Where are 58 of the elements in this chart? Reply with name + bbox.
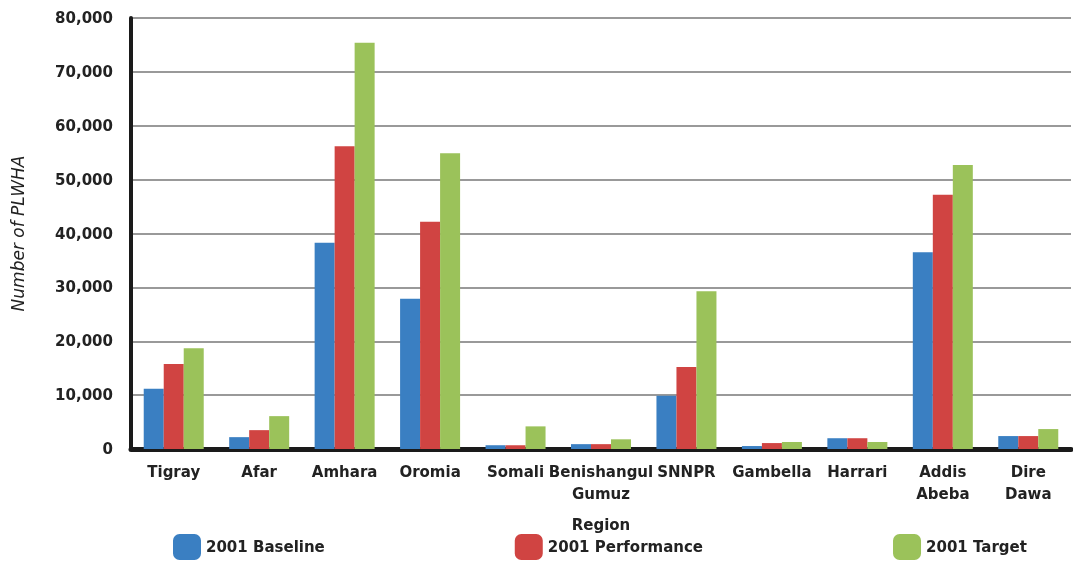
bar	[229, 437, 250, 449]
bar	[354, 42, 375, 449]
bar	[505, 445, 526, 449]
y-tick-label: 40,000	[55, 224, 113, 243]
bar	[591, 444, 611, 449]
x-tick-label: Oromia	[399, 463, 461, 481]
y-axis-title: Number of PLWHA	[7, 155, 28, 312]
bar	[249, 430, 270, 449]
bar	[269, 416, 290, 449]
y-tick-label: 10,000	[55, 386, 113, 405]
legend-label: 2001 Performance	[547, 538, 704, 556]
legend-label: 2001 Target	[926, 538, 1027, 556]
x-tick-label: Gambella	[732, 463, 812, 481]
bar	[761, 443, 782, 449]
bar	[163, 363, 184, 449]
bar	[827, 438, 848, 449]
bar	[525, 426, 546, 449]
y-tick-label: 30,000	[55, 278, 113, 297]
x-tick-label: Addis Abeba	[916, 463, 970, 503]
bar	[847, 438, 868, 449]
bar	[912, 252, 933, 449]
y-tick-label: 80,000	[55, 9, 113, 27]
y-tick-label: 20,000	[55, 332, 113, 351]
bar	[611, 439, 631, 449]
bar	[998, 436, 1019, 449]
bar	[420, 221, 441, 449]
bar	[656, 395, 677, 449]
bar	[1018, 436, 1039, 449]
bar	[334, 146, 355, 449]
y-tick-label: 0	[102, 440, 113, 458]
x-tick-label: Tigray	[147, 463, 201, 481]
bar	[781, 442, 802, 449]
bar	[952, 165, 973, 449]
bar	[932, 194, 953, 449]
x-tick-label: Afar	[241, 463, 278, 481]
y-tick-label: 70,000	[55, 62, 113, 81]
y-tick-label: 60,000	[55, 116, 113, 135]
bar	[1038, 429, 1059, 449]
x-tick-label: Amhara	[311, 463, 378, 481]
bar	[485, 445, 506, 449]
bar	[676, 367, 697, 449]
bar	[741, 446, 762, 449]
x-tick-label: SNNPR	[657, 463, 717, 481]
bar	[867, 442, 888, 449]
bar	[183, 348, 204, 449]
x-tick-label: Somali	[486, 463, 545, 481]
x-axis-title: Region	[571, 515, 631, 534]
bar	[314, 242, 335, 449]
bar	[696, 291, 717, 449]
x-tick-label: Dire Dawa	[1004, 463, 1052, 503]
y-tick-label: 50,000	[55, 170, 113, 189]
x-tick-label: Benishangul Gumuz	[548, 463, 654, 503]
x-tick-label: Harrari	[827, 463, 888, 481]
bar	[571, 444, 591, 449]
bar	[400, 298, 421, 449]
bar	[143, 388, 164, 449]
legend-label: 2001 Baseline	[206, 538, 325, 556]
bar	[440, 153, 461, 449]
